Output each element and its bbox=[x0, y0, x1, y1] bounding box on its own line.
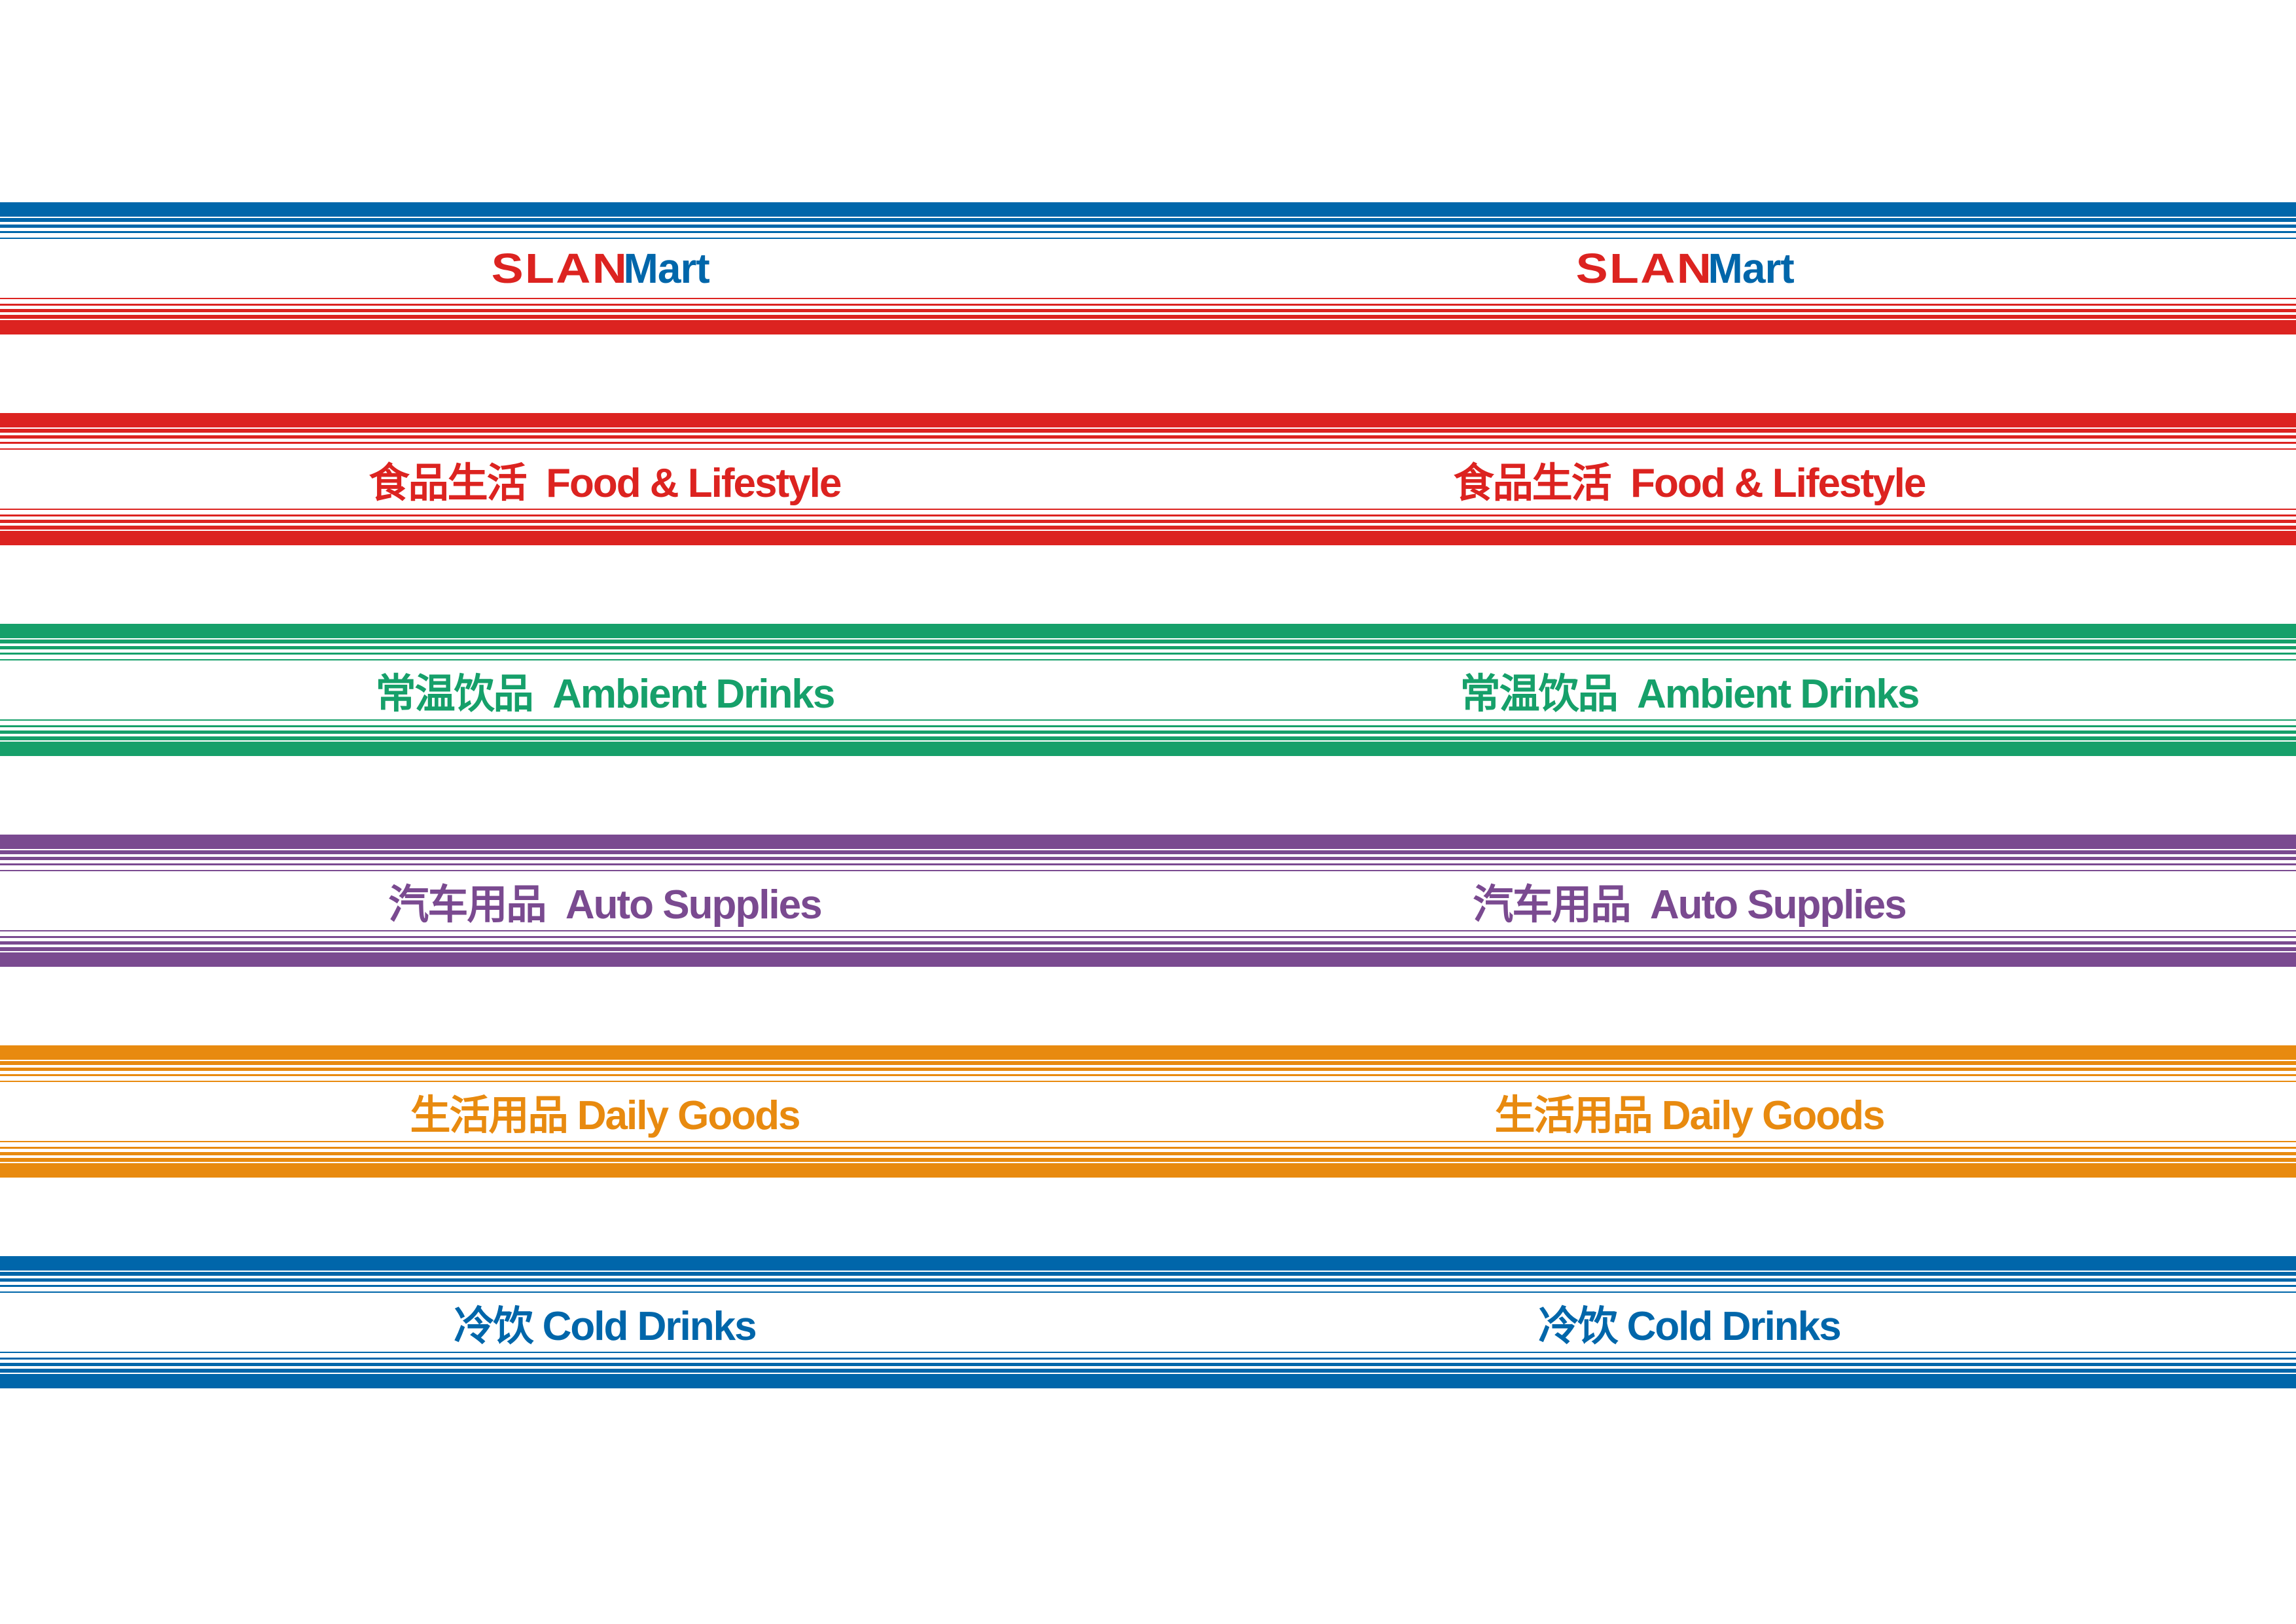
stripe-line bbox=[0, 1141, 2296, 1142]
stripe-line bbox=[0, 1147, 2296, 1149]
stripe-line bbox=[0, 309, 2296, 312]
category-label: 冷饮 Cold Drinks bbox=[454, 1304, 757, 1349]
stripe-line bbox=[0, 218, 2296, 222]
stripe-line bbox=[0, 659, 2296, 660]
stripe-line bbox=[0, 936, 2296, 938]
stripe-line bbox=[0, 646, 2296, 649]
stripe-line bbox=[0, 1291, 2296, 1293]
category-label: 常温饮品 Ambient Drinks bbox=[375, 672, 836, 717]
bottom-stripes bbox=[0, 717, 2296, 756]
stripe-line bbox=[0, 863, 2296, 865]
stripe-line bbox=[0, 1081, 2296, 1082]
stripe-line bbox=[0, 1061, 2296, 1065]
stripe-line bbox=[0, 640, 2296, 643]
stripe-line bbox=[0, 231, 2296, 233]
stripe-line bbox=[0, 1272, 2296, 1276]
stripe-line bbox=[0, 1045, 2296, 1060]
category-label: 常温饮品 Ambient Drinks bbox=[1460, 672, 1920, 717]
logo-mart: Mart bbox=[623, 245, 710, 292]
stripe-line bbox=[0, 413, 2296, 427]
stripe-line bbox=[0, 1363, 2296, 1366]
stripe-line bbox=[0, 857, 2296, 860]
stripe-line bbox=[0, 1358, 2296, 1360]
stripe-line bbox=[0, 304, 2296, 306]
top-stripes bbox=[0, 624, 2296, 663]
stripe-line bbox=[0, 947, 2296, 951]
stripe-line bbox=[0, 941, 2296, 945]
stripe-line bbox=[0, 298, 2296, 299]
stripe-line bbox=[0, 742, 2296, 756]
bottom-stripes bbox=[0, 1138, 2296, 1178]
stripe-line bbox=[0, 736, 2296, 740]
logo-mart: Mart bbox=[1708, 245, 1795, 292]
stripe-line bbox=[0, 320, 2296, 334]
stripe-line bbox=[0, 520, 2296, 523]
stripe-line bbox=[0, 1068, 2296, 1071]
top-stripes bbox=[0, 413, 2296, 452]
stripe-line bbox=[0, 835, 2296, 849]
stripe-line bbox=[0, 448, 2296, 450]
stripe-line bbox=[0, 429, 2296, 433]
stripe-line bbox=[0, 1352, 2296, 1353]
category-label: 汽车用品 Auto Supplies bbox=[388, 882, 822, 928]
band-auto: 汽车用品 Auto Supplies 汽车用品 Auto Supplies bbox=[0, 835, 2296, 967]
stripe-line bbox=[0, 624, 2296, 638]
stripe-line bbox=[0, 1163, 2296, 1178]
stripe-line bbox=[0, 315, 2296, 319]
bottom-stripes bbox=[0, 1349, 2296, 1388]
bottom-stripes bbox=[0, 506, 2296, 545]
category-label: 汽车用品 Auto Supplies bbox=[1473, 882, 1907, 928]
category-label: 生活用品 Daily Goods bbox=[410, 1093, 801, 1138]
stripe-line bbox=[0, 202, 2296, 217]
logo-slan: SLAN bbox=[1575, 245, 1713, 292]
band-daily: 生活用品 Daily Goods 生活用品 Daily Goods bbox=[0, 1045, 2296, 1178]
stripe-line bbox=[0, 509, 2296, 510]
stripe-line bbox=[0, 1074, 2296, 1076]
stripe-line bbox=[0, 1285, 2296, 1287]
stripe-line bbox=[0, 514, 2296, 516]
category-label: 食品生活 Food & Lifestyle bbox=[368, 461, 842, 506]
stripe-line bbox=[0, 1374, 2296, 1388]
slanmart-logo: SLANMart bbox=[492, 244, 710, 293]
top-stripes bbox=[0, 835, 2296, 874]
category-label: 生活用品 Daily Goods bbox=[1494, 1093, 1886, 1138]
category-label: 冷饮 Cold Drinks bbox=[1538, 1304, 1841, 1349]
stripe-line bbox=[0, 1369, 2296, 1373]
stripe-line bbox=[0, 952, 2296, 967]
stripe-line bbox=[0, 435, 2296, 439]
stripe-line bbox=[0, 442, 2296, 444]
stripe-line bbox=[0, 1278, 2296, 1282]
stripe-line bbox=[0, 1256, 2296, 1271]
slanmart-logo: SLANMart bbox=[1576, 244, 1795, 293]
bottom-stripes bbox=[0, 928, 2296, 967]
bottom-stripes bbox=[0, 295, 2296, 334]
stripe-line bbox=[0, 531, 2296, 545]
stripe-line bbox=[0, 1158, 2296, 1162]
stripe-line bbox=[0, 930, 2296, 931]
band-ambient: 常温饮品 Ambient Drinks 常温饮品 Ambient Drinks bbox=[0, 624, 2296, 756]
top-stripes bbox=[0, 1045, 2296, 1085]
stripe-line bbox=[0, 731, 2296, 734]
logo-slan: SLAN bbox=[491, 245, 629, 292]
top-stripes bbox=[0, 202, 2296, 242]
band-logo: SLANMart SLANMart bbox=[0, 202, 2296, 334]
stripe-line bbox=[0, 225, 2296, 228]
top-stripes bbox=[0, 1256, 2296, 1295]
stripe-line bbox=[0, 1152, 2296, 1155]
category-label: 食品生活 Food & Lifestyle bbox=[1453, 461, 1927, 506]
stripe-line bbox=[0, 725, 2296, 727]
stripe-line bbox=[0, 850, 2296, 854]
stripe-line bbox=[0, 526, 2296, 530]
band-food: 食品生活 Food & Lifestyle 食品生活 Food & Lifesty… bbox=[0, 413, 2296, 545]
stripe-line bbox=[0, 653, 2296, 655]
stripe-line bbox=[0, 238, 2296, 239]
band-cold: 冷饮 Cold Drinks 冷饮 Cold Drinks bbox=[0, 1256, 2296, 1388]
stripe-line bbox=[0, 870, 2296, 871]
stripe-line bbox=[0, 719, 2296, 721]
